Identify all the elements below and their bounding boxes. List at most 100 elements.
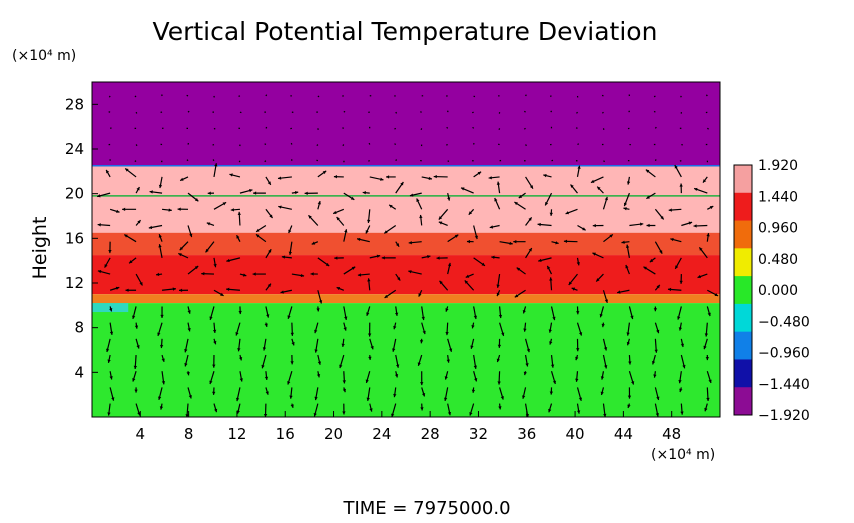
wind-vector-shaft-115 bbox=[239, 161, 240, 162]
colorbar-swatch-6 bbox=[734, 332, 752, 360]
colorbar-swatch-1 bbox=[734, 193, 752, 221]
wind-vector-shaft-477 bbox=[707, 128, 708, 129]
wind-vector-shaft-156 bbox=[291, 143, 292, 144]
x-tick-label-7: 32 bbox=[469, 425, 488, 443]
x-tick-label-8: 36 bbox=[517, 425, 536, 443]
wind-vector-338 bbox=[524, 111, 525, 112]
colorbar-swatch-3 bbox=[734, 248, 752, 276]
wind-vector-378 bbox=[577, 112, 578, 113]
wind-vector-shaft-377 bbox=[576, 128, 577, 129]
wind-vector-276 bbox=[446, 145, 447, 146]
wind-vector-shaft-79 bbox=[187, 95, 188, 96]
plot-layers bbox=[92, 82, 720, 417]
wind-vector-shaft-39 bbox=[135, 96, 136, 97]
wind-vector-257 bbox=[421, 128, 422, 129]
wind-vector-299 bbox=[474, 96, 475, 97]
wind-vector-shaft-435 bbox=[655, 159, 656, 160]
wind-vector-55 bbox=[162, 161, 163, 162]
wind-vector-shaft-398 bbox=[602, 112, 603, 113]
time-footer: TIME = 7975000.0 bbox=[342, 498, 510, 519]
wind-vector-78 bbox=[188, 111, 189, 112]
colorbar-label-7: −1.440 bbox=[758, 377, 810, 393]
wind-vector-39 bbox=[135, 96, 136, 97]
wind-vector-shaft-97 bbox=[214, 128, 215, 129]
wind-vector-479 bbox=[706, 95, 707, 96]
wind-vector-97 bbox=[214, 128, 215, 129]
wind-vector-459 bbox=[681, 96, 682, 97]
wind-vector-shaft-135 bbox=[265, 161, 266, 162]
x-tick-label-4: 20 bbox=[324, 425, 343, 443]
wind-vector-shaft-257 bbox=[421, 128, 422, 129]
wind-vector-shaft-176 bbox=[317, 145, 318, 146]
wind-vector-179 bbox=[318, 96, 319, 97]
wind-vector-19 bbox=[109, 96, 110, 97]
y-tick-label-2: 12 bbox=[65, 274, 84, 292]
wind-vector-shaft-136 bbox=[265, 144, 266, 145]
wind-vector-175 bbox=[316, 160, 317, 161]
wind-vector-275 bbox=[448, 161, 449, 162]
wind-vector-shaft-235 bbox=[396, 159, 397, 160]
colorbar: 1.9201.4400.9600.4800.000−0.480−0.960−1.… bbox=[734, 158, 810, 424]
y-axis-label: Height bbox=[29, 217, 51, 280]
wind-vector-shaft-95 bbox=[213, 160, 214, 161]
wind-vector-477 bbox=[707, 128, 708, 129]
wind-vector-418 bbox=[629, 111, 630, 112]
field-layer-1 bbox=[92, 166, 720, 196]
wind-vector-95 bbox=[213, 160, 214, 161]
wind-vector-75 bbox=[187, 160, 188, 161]
wind-vector-395 bbox=[603, 161, 604, 162]
wind-vector-shaft-276 bbox=[446, 145, 447, 146]
y-tick-label-3: 16 bbox=[65, 229, 84, 247]
wind-vector-339 bbox=[526, 95, 527, 96]
wind-vector-298 bbox=[472, 112, 473, 113]
wind-vector-shaft-378 bbox=[577, 112, 578, 113]
wind-vector-238 bbox=[396, 112, 397, 113]
wind-vector-shaft-237 bbox=[394, 128, 395, 129]
wind-vector-shaft-139 bbox=[266, 95, 267, 96]
y-unit-label: (×10⁴ m) bbox=[12, 48, 76, 64]
x-tick-label-0: 4 bbox=[136, 425, 146, 443]
wind-vector-shaft-277 bbox=[447, 127, 448, 128]
y-tick-label-1: 8 bbox=[74, 319, 84, 337]
wind-vector-shaft-216 bbox=[369, 143, 370, 144]
wind-vector-136 bbox=[265, 144, 266, 145]
wind-vector-shaft-437 bbox=[655, 127, 656, 128]
colorbar-label-4: 0.000 bbox=[758, 283, 798, 299]
colorbar-label-1: 1.440 bbox=[758, 189, 798, 205]
wind-vector-shaft-399 bbox=[602, 95, 603, 96]
wind-vector-shaft-395 bbox=[603, 161, 604, 162]
wind-vector-shaft-338 bbox=[524, 111, 525, 112]
wind-vector-shaft-339 bbox=[526, 95, 527, 96]
wind-vector-297 bbox=[473, 127, 474, 128]
wind-vector-336 bbox=[526, 145, 527, 146]
x-tick-label-3: 16 bbox=[276, 425, 295, 443]
colorbar-label-6: −0.960 bbox=[758, 346, 810, 362]
colorbar-swatch-5 bbox=[734, 304, 752, 332]
wind-vector-438 bbox=[654, 111, 655, 112]
colorbar-swatch-7 bbox=[734, 359, 752, 387]
x-tick-label-6: 28 bbox=[421, 425, 440, 443]
x-tick-label-10: 44 bbox=[614, 425, 633, 443]
wind-vector-shaft-38 bbox=[136, 112, 137, 113]
field-layer-5 bbox=[92, 294, 720, 303]
wind-vector-35 bbox=[135, 161, 136, 162]
wind-vector-shaft-19 bbox=[109, 96, 110, 97]
y-tick-label-5: 24 bbox=[65, 140, 84, 158]
wind-vector-139 bbox=[266, 95, 267, 96]
x-tick-label-1: 8 bbox=[184, 425, 194, 443]
colorbar-swatch-2 bbox=[734, 221, 752, 249]
wind-vector-437 bbox=[655, 127, 656, 128]
wind-vector-shaft-36 bbox=[136, 145, 137, 146]
wind-vector-115 bbox=[239, 161, 240, 162]
wind-vector-shaft-299 bbox=[474, 96, 475, 97]
wind-vector-shaft-479 bbox=[706, 95, 707, 96]
x-unit-label: (×10⁴ m) bbox=[651, 447, 715, 463]
wind-vector-439 bbox=[654, 96, 655, 97]
y-tick-label-4: 20 bbox=[65, 185, 84, 203]
wind-vector-shaft-297 bbox=[473, 127, 474, 128]
x-tick-label-2: 12 bbox=[227, 425, 246, 443]
wind-vector-shaft-298 bbox=[472, 112, 473, 113]
wind-vector-shaft-78 bbox=[188, 111, 189, 112]
wind-vector-237 bbox=[394, 128, 395, 129]
wind-vector-377 bbox=[576, 128, 577, 129]
